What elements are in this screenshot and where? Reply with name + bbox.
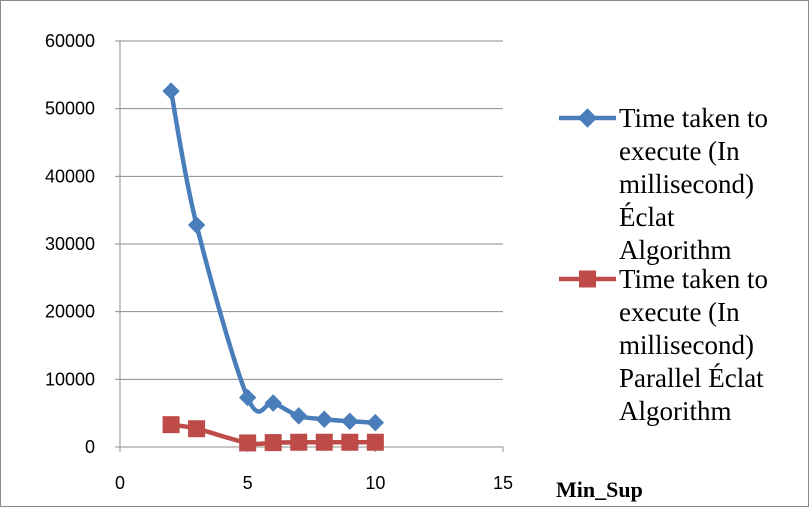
legend-label-1-line-4: Algorithm bbox=[619, 396, 732, 426]
series-0-point-6 bbox=[341, 412, 359, 430]
series-1-point-4 bbox=[290, 433, 308, 451]
series-1 bbox=[162, 416, 384, 452]
y-tick-label-0: 0 bbox=[85, 437, 95, 457]
x-axis-label: Min_Sup bbox=[556, 477, 643, 502]
series-1-point-2 bbox=[239, 434, 257, 452]
series-1-point-0 bbox=[162, 416, 180, 434]
series-0-point-3 bbox=[264, 394, 282, 412]
series-0-point-5 bbox=[315, 410, 333, 428]
axes bbox=[115, 40, 504, 452]
series-1-point-7 bbox=[366, 433, 384, 451]
x-tick-label-1: 5 bbox=[243, 473, 253, 493]
series-0-point-2 bbox=[238, 388, 257, 407]
series-1-point-1 bbox=[188, 420, 206, 438]
legend-label-1-line-0: Time taken to bbox=[619, 264, 768, 294]
y-tick-label-5: 50000 bbox=[45, 99, 95, 119]
series-1-point-3 bbox=[264, 434, 282, 452]
series-layer bbox=[162, 82, 385, 452]
series-0-point-1 bbox=[187, 216, 206, 234]
y-tick-label-6: 60000 bbox=[45, 31, 95, 51]
legend-label-1-line-1: execute (In bbox=[619, 297, 740, 327]
x-tick-label-2: 10 bbox=[365, 473, 385, 493]
legend-label-0-line-0: Time taken to bbox=[619, 103, 768, 133]
series-0-point-0 bbox=[162, 82, 180, 100]
x-tick-labels: 0 5 10 15 bbox=[115, 473, 513, 493]
y-tick-label-1: 10000 bbox=[45, 369, 95, 389]
legend-label-0-line-2: millisecond) bbox=[619, 169, 754, 199]
series-1-point-5 bbox=[315, 433, 333, 451]
legend-swatch-marker-1 bbox=[579, 270, 596, 288]
series-0-point-7 bbox=[366, 413, 385, 432]
y-tick-label-2: 20000 bbox=[45, 302, 95, 322]
legend-label-0-line-1: execute (In bbox=[619, 136, 740, 166]
series-0-line bbox=[168, 88, 378, 425]
y-tick-label-4: 40000 bbox=[45, 166, 95, 186]
legend-swatch-marker-0 bbox=[577, 108, 598, 128]
series-0 bbox=[162, 82, 385, 432]
legend-label-0-line-3: Éclat bbox=[619, 202, 675, 232]
y-tick-label-3: 30000 bbox=[45, 234, 95, 254]
x-tick-label-0: 0 bbox=[115, 473, 125, 493]
series-0-point-4 bbox=[290, 407, 308, 425]
x-tick-label-3: 15 bbox=[493, 473, 513, 493]
legend-label-1-line-2: millisecond) bbox=[619, 330, 754, 360]
series-1-point-6 bbox=[341, 433, 359, 451]
y-tick-labels: 0 10000 20000 30000 40000 50000 60000 bbox=[45, 31, 95, 457]
legend-label-0-line-4: Algorithm bbox=[619, 235, 732, 265]
legend-label-1-line-3: Parallel Éclat bbox=[619, 363, 764, 393]
